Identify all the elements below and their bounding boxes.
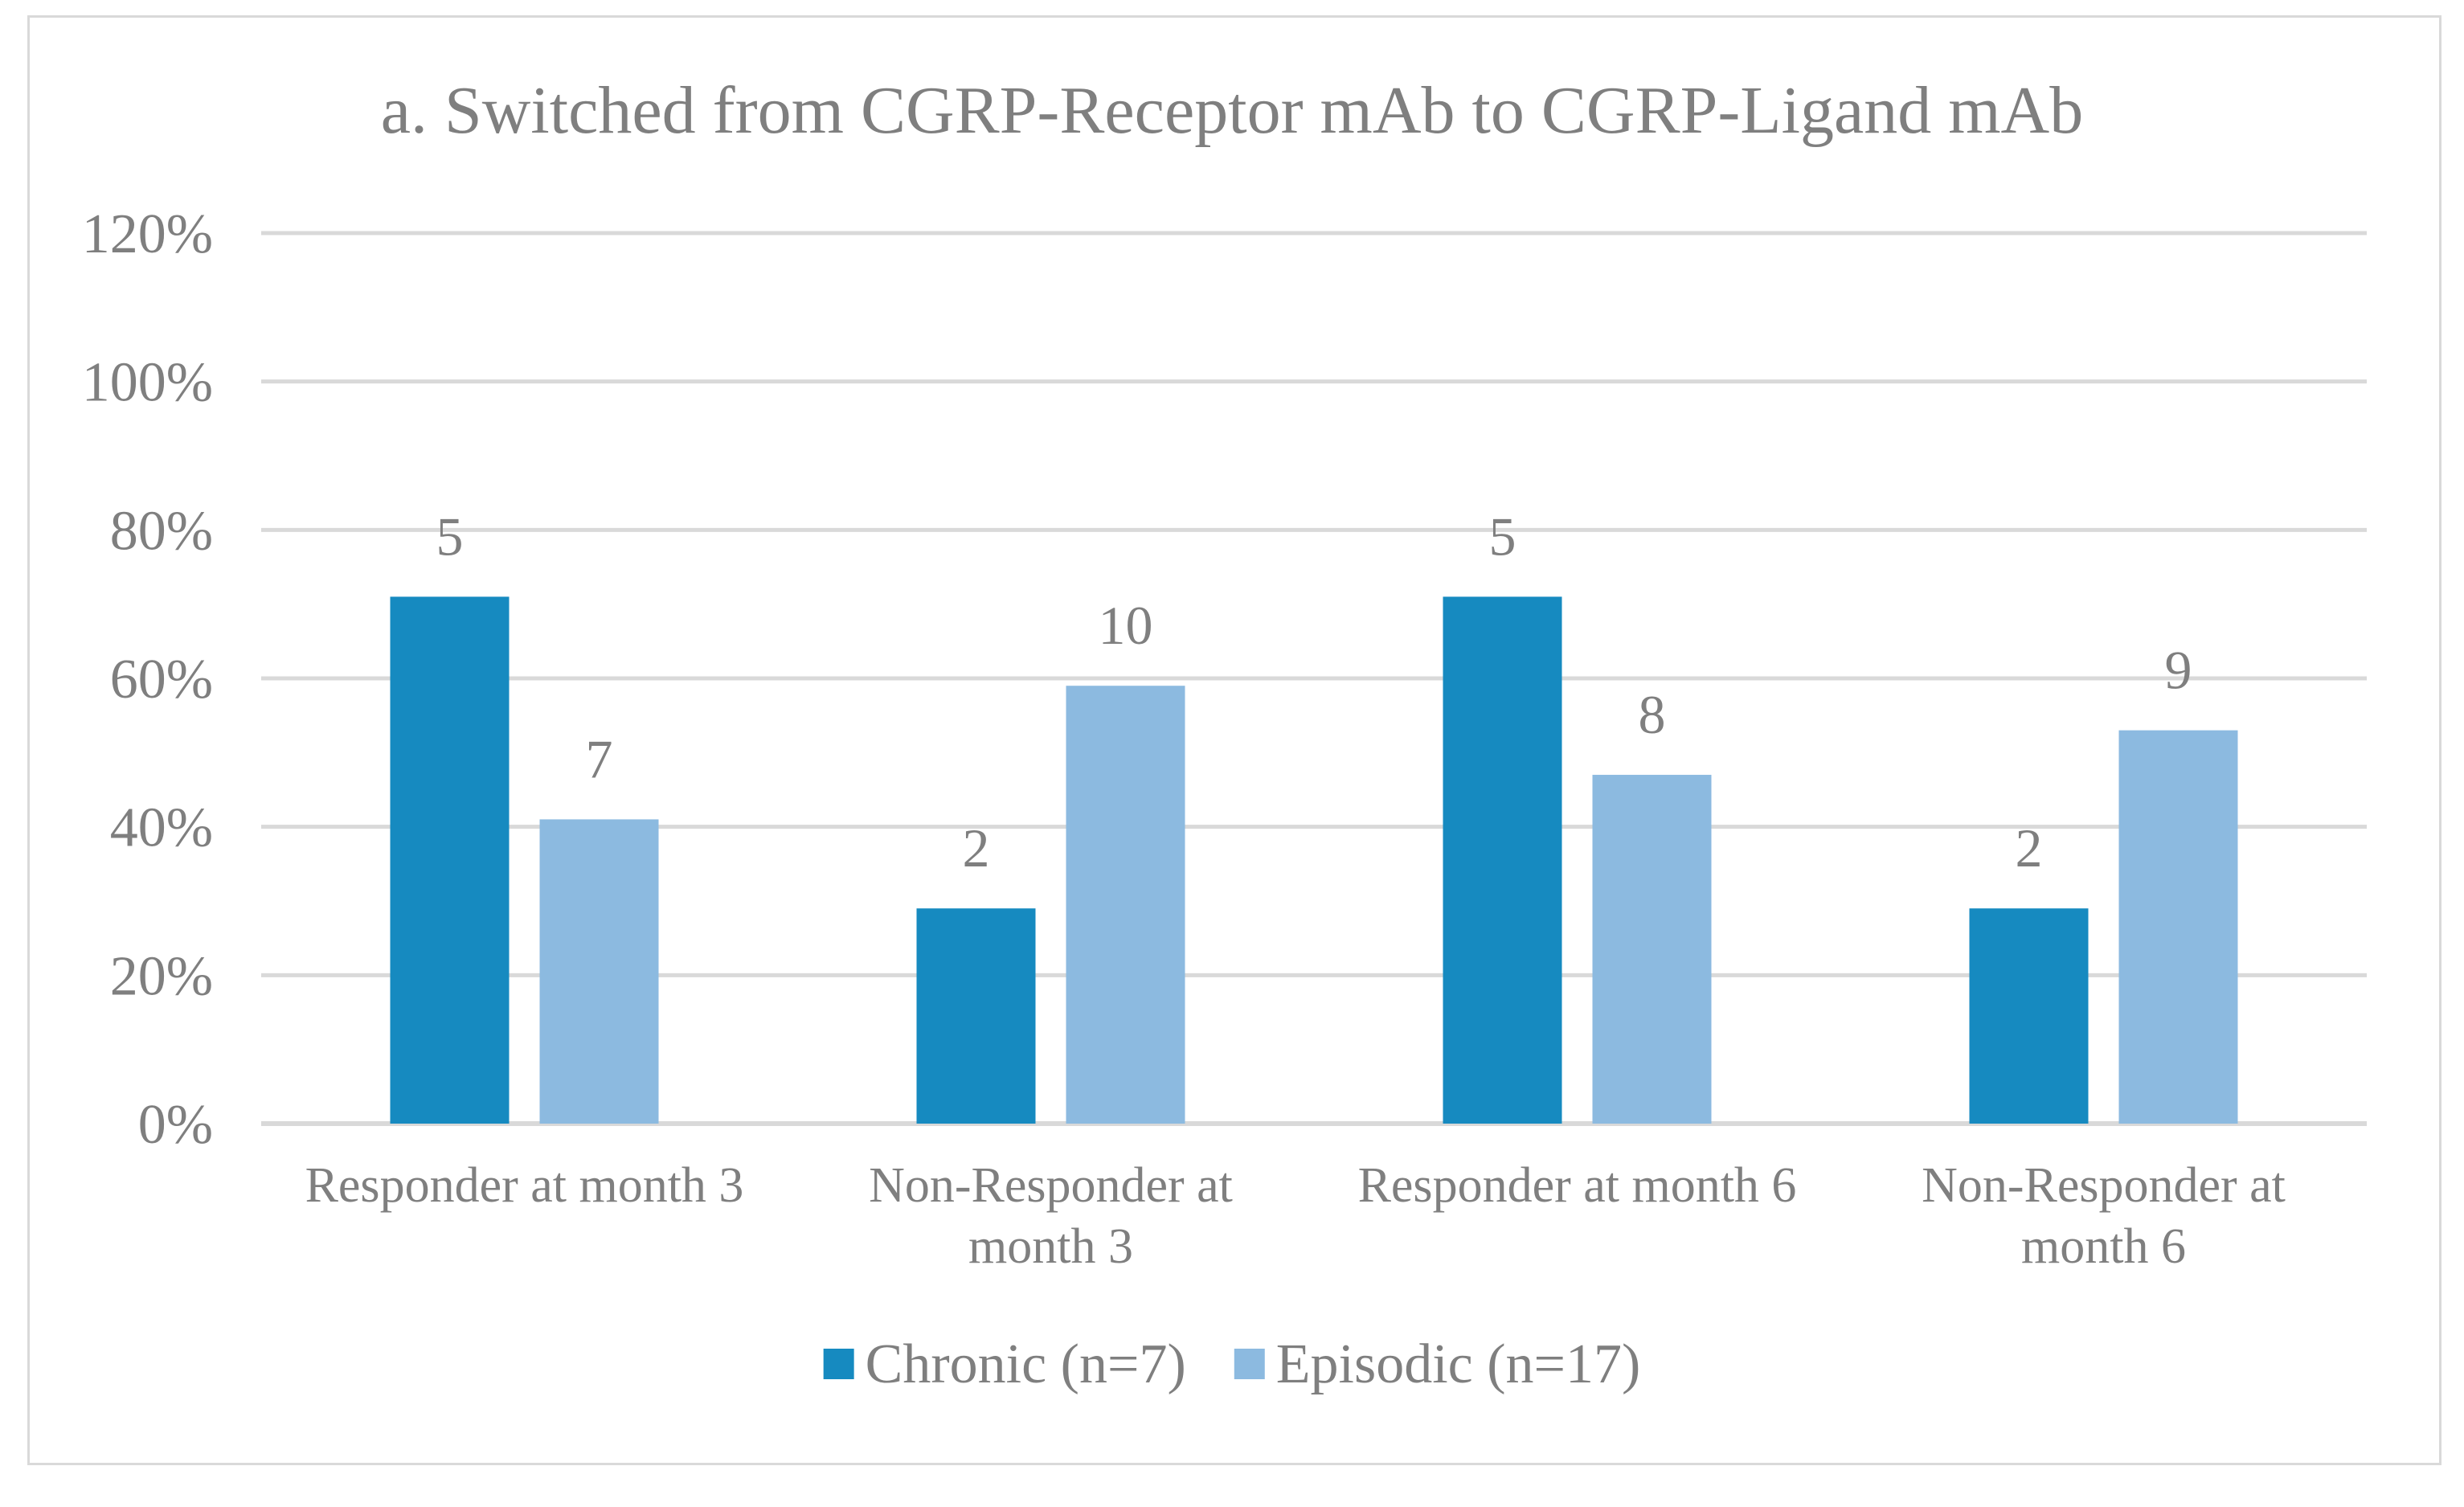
data-label: 5 [436, 506, 464, 567]
legend-item-episodic: Episodic (n=17) [1234, 1333, 1641, 1395]
bar-episodic-2 [1066, 686, 1185, 1124]
data-label: 2 [963, 817, 990, 878]
category-label: Non-Responder at [869, 1158, 1233, 1213]
data-label: 8 [1639, 684, 1666, 745]
legend-label: Chronic (n=7) [866, 1333, 1186, 1395]
category-label: month 3 [968, 1219, 1133, 1274]
y-tick-label: 40% [110, 797, 213, 859]
y-tick-label: 100% [82, 352, 213, 414]
category-label: Responder at month 3 [305, 1158, 744, 1213]
bar-chronic-2 [916, 908, 1036, 1124]
y-tick-label: 20% [110, 945, 213, 1007]
y-tick-label: 120% [82, 203, 213, 265]
bar-episodic-3 [1592, 775, 1712, 1124]
data-label: 9 [2165, 640, 2192, 701]
y-tick-label: 60% [110, 649, 213, 711]
bar-chronic-3 [1443, 596, 1562, 1124]
category-label: Responder at month 6 [1358, 1158, 1797, 1213]
x-axis-category-labels: Responder at month 3 Non-Responder at mont… [305, 1158, 2286, 1274]
data-label: 2 [2016, 817, 2043, 878]
legend-swatch [1234, 1349, 1265, 1379]
bar-episodic-1 [539, 819, 659, 1124]
y-tick-label: 0% [138, 1094, 213, 1156]
legend-label: Episodic (n=17) [1276, 1333, 1641, 1395]
y-tick-label: 80% [110, 500, 213, 562]
data-labels: 5 7 2 10 5 8 2 9 [436, 506, 2192, 878]
bars [390, 596, 2238, 1124]
chart-title: a. Switched from CGRP-Receptor mAb to CG… [381, 73, 2083, 148]
category-label: Non-Responder at [1922, 1158, 2286, 1213]
bar-chronic-1 [390, 596, 510, 1124]
legend-swatch [823, 1349, 854, 1379]
legend: Chronic (n=7) Episodic (n=17) [823, 1333, 1641, 1395]
bar-episodic-4 [2118, 730, 2238, 1124]
category-label: month 6 [2021, 1219, 2186, 1274]
data-label: 10 [1099, 595, 1153, 656]
data-label: 7 [586, 728, 613, 789]
bar-chronic-4 [1969, 908, 2089, 1124]
data-label: 5 [1489, 506, 1516, 567]
legend-item-chronic: Chronic (n=7) [823, 1333, 1186, 1395]
y-axis-tick-labels: 0% 20% 40% 60% 80% 100% 120% [82, 203, 213, 1156]
